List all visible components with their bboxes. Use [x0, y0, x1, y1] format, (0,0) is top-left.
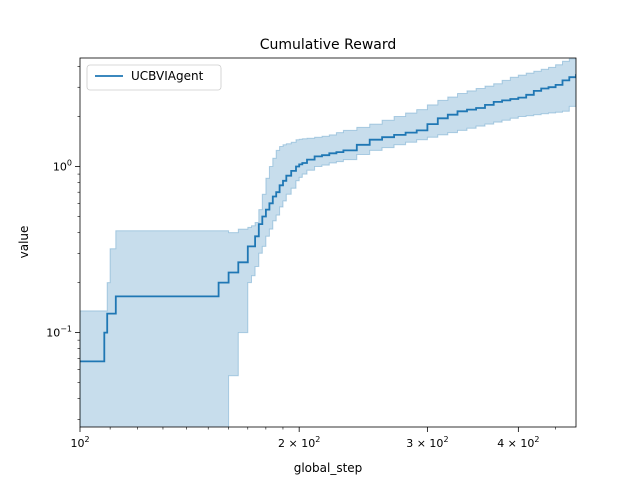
x-tick-label: 2 × 102	[278, 435, 320, 450]
x-tick-label: 4 × 102	[497, 435, 539, 450]
series-line-0	[80, 74, 576, 363]
x-tick-label: 3 × 102	[406, 435, 448, 450]
y-axis: 10−1 100	[46, 66, 80, 420]
legend-box	[86, 64, 222, 91]
x-tick-label: 102	[70, 435, 89, 450]
y-axis-label: value	[17, 226, 31, 259]
confidence-band-0	[80, 58, 576, 427]
legend-label-ucbviagent: UCBVIAgent	[131, 69, 204, 83]
chart-title: Cumulative Reward	[260, 37, 397, 53]
plot-frame	[79, 57, 577, 428]
x-axis: 102 2 × 102 3 × 102 4 × 102	[70, 427, 556, 450]
x-axis-label: global_step	[294, 461, 363, 475]
y-tick-label: 10−1	[46, 325, 72, 340]
plot-area	[80, 58, 576, 427]
legend: UCBVIAgent	[86, 64, 222, 91]
y-tick-label: 100	[53, 158, 72, 173]
